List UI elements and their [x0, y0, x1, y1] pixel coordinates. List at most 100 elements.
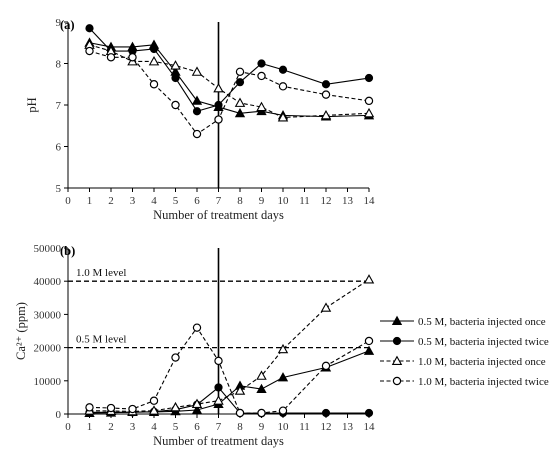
panel-label: (b): [60, 244, 75, 258]
panel-label: (a): [60, 18, 75, 32]
data-point: [234, 97, 246, 107]
data-point: [277, 372, 289, 382]
reference-label: 0.5 M level: [76, 334, 126, 346]
data-point: [363, 345, 375, 355]
y-tick-label: 6: [56, 142, 62, 154]
x-tick-label: 13: [342, 421, 354, 433]
legend-marker: [392, 376, 402, 386]
data-point: [149, 80, 159, 89]
x-tick-label: 4: [151, 421, 157, 433]
x-tick-label: 8: [237, 421, 243, 433]
data-point: [106, 53, 116, 62]
x-tick-label: 0: [65, 421, 71, 433]
data-point: [234, 107, 246, 118]
series-line: [89, 44, 370, 119]
x-tick-label: 11: [299, 421, 310, 433]
x-tick-label: 14: [364, 421, 376, 433]
legend-label: 1.0 M, bacteria injected twice: [418, 376, 549, 388]
panel-b: 0 1 2 3 4 5 6 7 8 9 10 11 12 13 1401000020000300004000…: [14, 243, 375, 448]
x-axis-title: Number of treatment days: [153, 208, 284, 222]
x-tick-label: 9: [259, 195, 265, 207]
x-tick-label: 11: [299, 195, 310, 207]
x-tick-label: 13: [342, 195, 354, 207]
data-point: [171, 353, 180, 362]
data-point: [170, 401, 181, 412]
data-point: [256, 383, 267, 394]
data-point: [321, 361, 331, 371]
data-point: [191, 404, 203, 414]
data-point: [191, 66, 203, 76]
reference-label: 1.0 M level: [76, 267, 126, 279]
y-tick-label: 5: [56, 183, 62, 195]
data-point: [277, 112, 289, 122]
data-point: [128, 53, 137, 62]
data-point: [106, 403, 116, 413]
legend-marker: [392, 336, 402, 346]
data-point: [128, 404, 137, 414]
data-point: [85, 46, 94, 56]
data-point: [149, 396, 159, 405]
x-tick-label: 12: [321, 421, 332, 433]
legend-label: 0.5 M, bacteria injected twice: [418, 336, 549, 348]
x-tick-label: 5: [173, 421, 179, 433]
data-point: [235, 78, 245, 87]
x-tick-label: 10: [278, 421, 290, 433]
x-tick-label: 5: [173, 195, 179, 207]
data-point: [257, 59, 266, 68]
x-tick-label: 10: [278, 195, 290, 207]
series-line: [89, 27, 370, 112]
data-point: [85, 403, 94, 412]
x-tick-label: 1: [87, 195, 93, 207]
x-tick-label: 6: [194, 421, 200, 433]
x-tick-label: 14: [364, 195, 376, 207]
data-point: [148, 55, 160, 66]
data-point: [213, 395, 224, 405]
y-tick-label: 10000: [34, 376, 62, 388]
x-tick-label: 7: [216, 421, 222, 433]
data-point: [234, 385, 246, 395]
series-line: [89, 42, 370, 118]
y-tick-label: 0: [56, 409, 62, 421]
x-tick-label: 12: [321, 195, 332, 207]
y-tick-label: 50000: [34, 243, 62, 255]
x-tick-label: 3: [130, 421, 136, 433]
data-point: [235, 67, 245, 77]
data-point: [235, 408, 245, 418]
x-tick-label: 2: [108, 195, 114, 207]
data-point: [256, 101, 267, 112]
x-axis-title: Number of treatment days: [153, 434, 284, 448]
data-point: [278, 82, 288, 91]
data-point: [278, 65, 288, 74]
data-point: [363, 274, 375, 284]
data-point: [191, 95, 203, 105]
data-point: [149, 44, 159, 54]
data-point: [321, 90, 331, 99]
data-point: [191, 398, 203, 409]
y-tick-label: 7: [56, 100, 62, 112]
data-point: [364, 73, 374, 83]
data-point: [214, 115, 223, 124]
data-point: [364, 96, 374, 106]
data-point: [256, 370, 267, 380]
data-point: [321, 408, 331, 418]
y-tick-label: 9: [56, 17, 62, 29]
x-tick-label: 4: [151, 195, 157, 207]
legend-marker: [391, 355, 403, 365]
y-tick-label: 20000: [34, 343, 62, 355]
x-tick-label: 6: [194, 195, 200, 207]
series-line: [89, 350, 370, 414]
data-point: [192, 107, 202, 116]
data-point: [364, 336, 374, 346]
data-point: [363, 107, 375, 118]
x-tick-label: 0: [65, 195, 71, 207]
data-point: [192, 129, 202, 139]
data-point: [214, 383, 223, 392]
legend: 0.5 M, bacteria injected once 0.5 M, bact…: [380, 315, 549, 388]
data-point: [214, 100, 223, 110]
data-point: [192, 323, 202, 332]
y-tick-label: 8: [56, 59, 62, 71]
y-tick-label: 40000: [34, 276, 62, 288]
x-tick-label: 1: [87, 421, 93, 433]
